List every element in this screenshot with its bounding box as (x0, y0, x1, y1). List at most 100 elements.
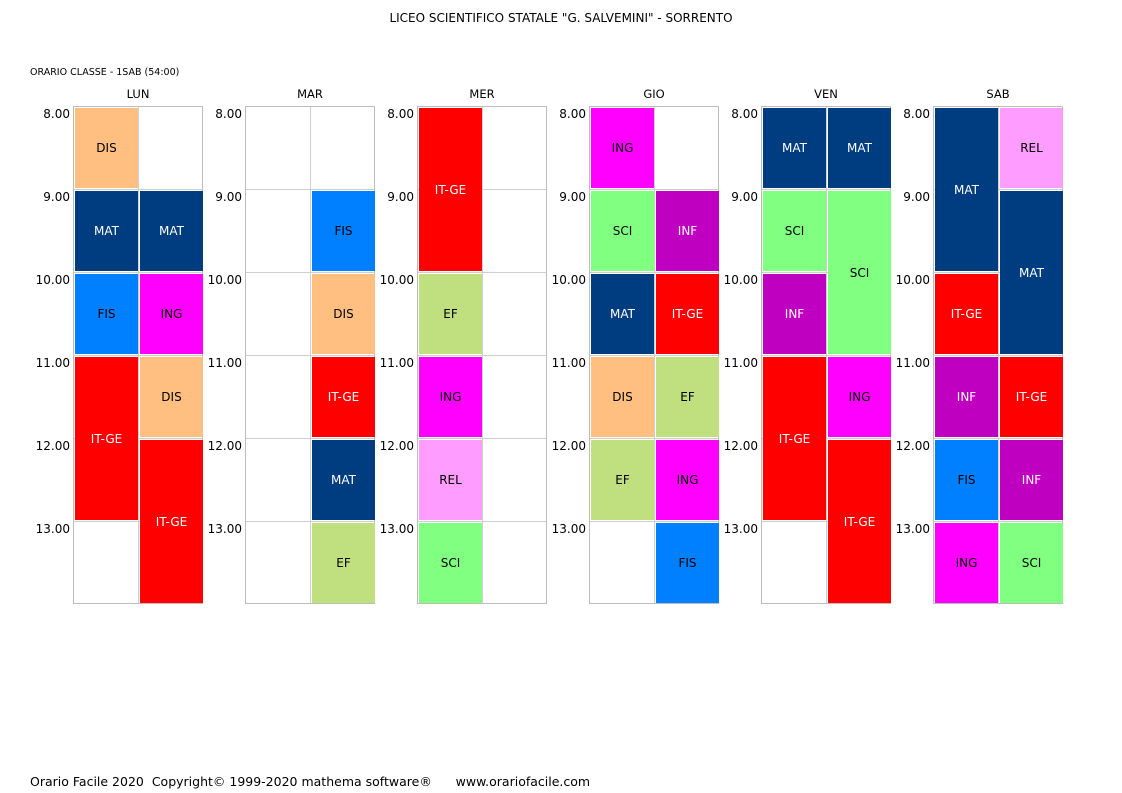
lesson-mat: MAT (763, 108, 826, 188)
hour-label: 13.00 (207, 522, 242, 536)
hour-label: 13.00 (35, 522, 70, 536)
lesson-fis: FIS (935, 440, 998, 520)
lesson-fis: FIS (75, 274, 138, 354)
hour-label: 12.00 (895, 439, 930, 453)
lesson-mat: MAT (935, 108, 998, 271)
hour-label: 12.00 (379, 439, 414, 453)
lesson-dis: DIS (140, 357, 203, 437)
hour-label: 8.00 (43, 107, 70, 121)
lesson-ing: ING (935, 523, 998, 603)
hour-label: 8.00 (731, 107, 758, 121)
lesson-it-ge: IT-GE (763, 357, 826, 520)
grid-divider (482, 107, 483, 603)
lesson-inf: INF (656, 191, 719, 271)
class-label: ORARIO CLASSE - 1SAB (54:00) (30, 67, 180, 78)
lesson-sci: SCI (828, 191, 891, 354)
day-header-gio: GIO (643, 87, 665, 101)
school-title: LICEO SCIENTIFICO STATALE "G. SALVEMINI"… (389, 11, 733, 25)
lesson-dis: DIS (591, 357, 654, 437)
lesson-it-ge: IT-GE (75, 357, 138, 520)
lesson-fis: FIS (312, 191, 375, 271)
lesson-rel: REL (419, 440, 482, 520)
lesson-it-ge: IT-GE (656, 274, 719, 354)
hour-label: 10.00 (379, 273, 414, 287)
hour-label: 11.00 (207, 356, 242, 370)
hour-label: 13.00 (723, 522, 758, 536)
lesson-ef: EF (312, 523, 375, 603)
lesson-ef: EF (419, 274, 482, 354)
lesson-ing: ING (656, 440, 719, 520)
lesson-it-ge: IT-GE (935, 274, 998, 354)
hour-label: 9.00 (903, 190, 930, 204)
grid-divider (654, 107, 655, 603)
lesson-sci: SCI (591, 191, 654, 271)
hour-label: 9.00 (43, 190, 70, 204)
lesson-inf: INF (763, 274, 826, 354)
hour-label: 8.00 (215, 107, 242, 121)
hour-label: 10.00 (207, 273, 242, 287)
day-grid-ven: MAT MAT SCI SCI INF IT-GE ING IT-GE (761, 106, 891, 604)
hour-label: 10.00 (35, 273, 70, 287)
hour-label: 12.00 (207, 439, 242, 453)
grid-divider (138, 107, 139, 603)
hour-label: 9.00 (559, 190, 586, 204)
hour-label: 12.00 (35, 439, 70, 453)
grid-divider (310, 107, 311, 603)
lesson-sci: SCI (419, 523, 482, 603)
day-header-ven: VEN (814, 87, 838, 101)
hour-label: 9.00 (215, 190, 242, 204)
lesson-it-ge: IT-GE (312, 357, 375, 437)
hour-label: 11.00 (379, 356, 414, 370)
lesson-rel: REL (1000, 108, 1063, 188)
day-grid-sab: MAT REL MAT IT-GE INF IT-GE FIS INF ING SCI (933, 106, 1063, 604)
hour-label: 8.00 (903, 107, 930, 121)
day-header-sab: SAB (986, 87, 1010, 101)
lesson-ef: EF (656, 357, 719, 437)
lesson-ing: ING (140, 274, 203, 354)
lesson-ing: ING (419, 357, 482, 437)
hour-label: 8.00 (387, 107, 414, 121)
hour-label: 11.00 (551, 356, 586, 370)
lesson-mat: MAT (1000, 191, 1063, 354)
lesson-inf: INF (935, 357, 998, 437)
hour-label: 13.00 (551, 522, 586, 536)
grid-divider (826, 107, 827, 603)
day-header-mar: MAR (297, 87, 323, 101)
lesson-ing: ING (828, 357, 891, 437)
hour-label: 10.00 (723, 273, 758, 287)
grid-divider (998, 107, 999, 603)
lesson-mat: MAT (591, 274, 654, 354)
lesson-mat: MAT (75, 191, 138, 271)
day-header-mer: MER (469, 87, 495, 101)
lesson-mat: MAT (828, 108, 891, 188)
hour-label: 8.00 (559, 107, 586, 121)
lesson-it-ge: IT-GE (419, 108, 482, 271)
hour-label: 9.00 (731, 190, 758, 204)
day-grid-mar: FIS DIS IT-GE MAT EF (245, 106, 375, 604)
hour-label: 11.00 (35, 356, 70, 370)
lesson-sci: SCI (763, 191, 826, 271)
day-grid-mer: IT-GE EF ING REL SCI (417, 106, 547, 604)
lesson-ing: ING (591, 108, 654, 188)
day-grid-gio: ING SCI INF MAT IT-GE DIS EF EF ING FIS (589, 106, 719, 604)
lesson-sci: SCI (1000, 523, 1063, 603)
footer-copyright: Orario Facile 2020 Copyright© 1999-2020 … (30, 774, 591, 789)
lesson-mat: MAT (140, 191, 203, 271)
hour-label: 11.00 (895, 356, 930, 370)
lesson-it-ge: IT-GE (828, 440, 891, 603)
day-header-lun: LUN (126, 87, 150, 101)
lesson-dis: DIS (75, 108, 138, 188)
hour-label: 10.00 (551, 273, 586, 287)
hour-label: 13.00 (379, 522, 414, 536)
lesson-it-ge: IT-GE (140, 440, 203, 603)
hour-label: 9.00 (387, 190, 414, 204)
hour-label: 12.00 (551, 439, 586, 453)
hour-label: 12.00 (723, 439, 758, 453)
lesson-inf: INF (1000, 440, 1063, 520)
lesson-mat: MAT (312, 440, 375, 520)
lesson-ef: EF (591, 440, 654, 520)
hour-label: 10.00 (895, 273, 930, 287)
lesson-dis: DIS (312, 274, 375, 354)
hour-label: 13.00 (895, 522, 930, 536)
day-grid-lun: DIS MAT MAT FIS ING IT-GE DIS IT-GE (73, 106, 203, 604)
